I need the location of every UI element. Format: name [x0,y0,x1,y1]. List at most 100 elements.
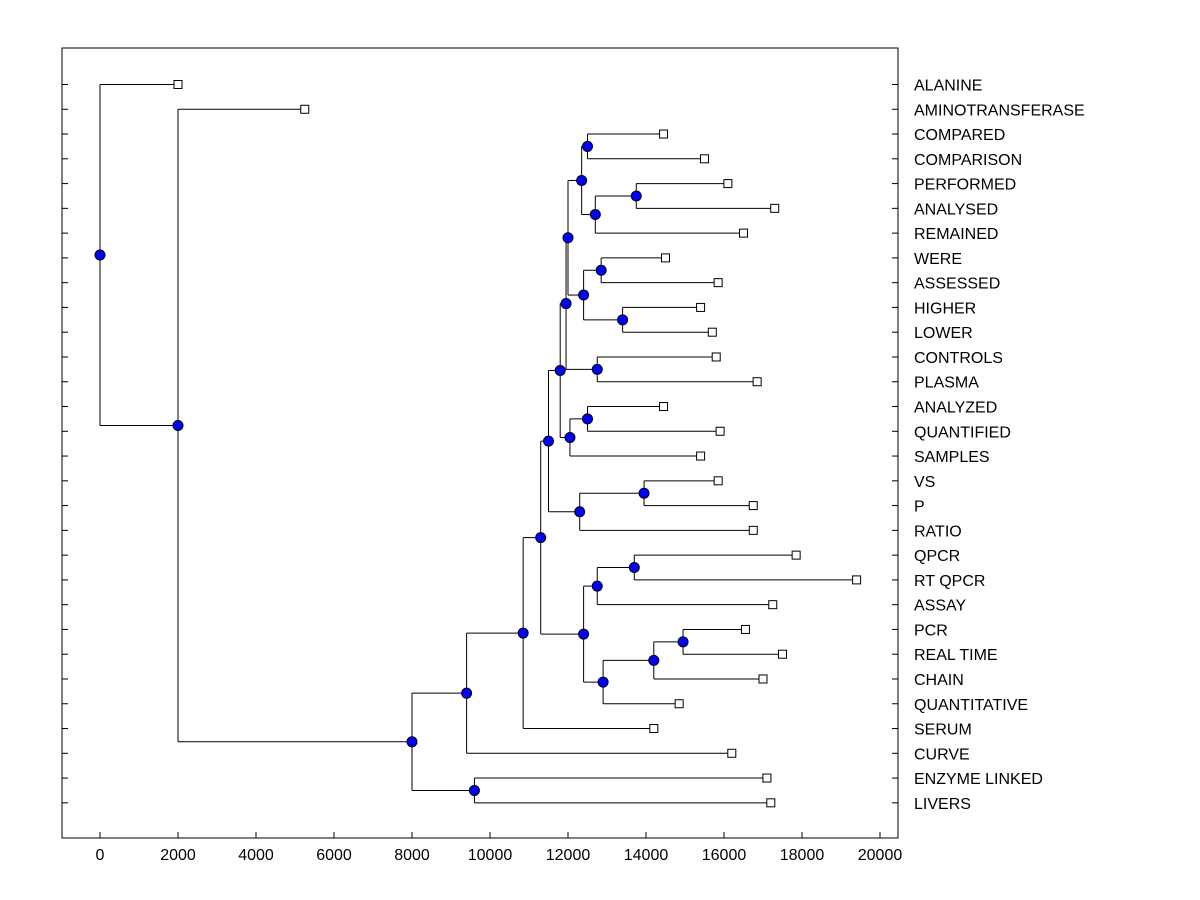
leaf-marker [659,402,669,412]
leaf-marker [707,327,717,337]
leaf-label: QPCR [914,548,960,565]
merge-node [468,784,480,796]
merge-node [461,687,473,699]
merge-node [535,532,547,544]
merge-node [648,654,660,666]
leaf-marker [739,228,748,238]
leaf-label: ANALYSED [914,201,998,218]
leaf-label: RATIO [914,523,962,540]
leaf-label: ASSESSED [914,276,1000,293]
merge-node [564,431,576,443]
leaf-marker [748,525,758,535]
leaf-label: SERUM [914,722,972,739]
x-tick-label: 12000 [546,847,591,864]
leaf-label: WERE [914,251,962,268]
merge-node [576,174,588,186]
leaf-label: COMPARED [914,127,1005,144]
merge-nodes [94,140,689,796]
merge-node [597,676,609,688]
merge-node [517,627,529,639]
leaf-marker [778,649,787,659]
merge-node [172,420,184,432]
merge-node [562,232,574,244]
merge-node [638,487,650,499]
merge-node [677,636,689,648]
leaf-label: VS [914,474,935,491]
leaf-labels: ALANINE AMINOTRANSFERASE COMPARED COMPARISO… [914,78,1085,813]
leaf-marker [713,278,723,288]
x-axis: 0 2000 4000 6000 8000 10000 12000 14000 16000 180… [96,832,903,864]
merge-node [582,413,593,425]
right-leaf-ticks [892,84,898,804]
x-tick-label: 4000 [238,847,274,864]
leaf-marker [300,104,310,114]
merge-node [617,314,629,326]
merge-node [578,289,590,301]
x-tick-label: 14000 [624,847,669,864]
leaf-label: ALANINE [914,78,982,95]
merge-node [554,365,566,377]
merge-node [578,628,590,640]
leaf-marker [674,699,684,709]
leaf-marker [770,203,780,213]
leaf-marker [762,773,772,783]
merge-node [630,190,642,202]
leaf-label: REMAINED [914,226,998,243]
leaf-marker [752,377,762,387]
leaf-marker [852,575,862,585]
leaf-label: CONTROLS [914,350,1003,367]
leaf-marker [661,253,670,263]
leaf-label: REAL TIME [914,647,998,664]
merge-node [560,298,572,310]
x-tick-label: 2000 [160,847,196,864]
leaf-label: HIGHER [914,300,976,317]
leaf-marker [740,624,750,634]
merge-node [574,506,586,518]
leaf-label: QUANTITATIVE [914,697,1028,714]
leaf-marker [723,179,733,189]
leaf-marker [696,451,706,461]
leaf-label: QUANTIFIED [914,424,1011,441]
merge-node [589,209,601,221]
leaf-markers [173,80,862,808]
leaf-label: LOWER [914,325,973,342]
x-tick-label: 20000 [858,847,903,864]
merge-node [94,249,106,261]
x-tick-label: 18000 [780,847,825,864]
leaf-label: PLASMA [914,375,979,392]
x-tick-label: 6000 [316,847,352,864]
leaf-label: CHAIN [914,672,964,689]
leaf-label: COMPARISON [914,152,1022,169]
plot-frame [61,47,899,839]
leaf-marker [711,352,721,362]
leaf-label: PERFORMED [914,177,1016,194]
leaf-marker [768,600,778,610]
merge-node [628,562,640,574]
leaf-label: ASSAY [914,598,967,615]
merge-node [543,435,554,447]
x-tick-label: 8000 [394,847,430,864]
leaf-marker [766,798,776,808]
x-tick-label: 0 [96,847,105,864]
leaf-marker [696,302,706,312]
merge-node [595,264,607,276]
merge-node [406,736,418,748]
leaf-marker [748,501,758,511]
leaf-label: LIVERS [914,796,971,813]
leaf-marker [173,80,183,89]
leaf-label: RT QPCR [914,573,985,590]
leaf-label: ANALYZED [914,400,997,417]
leaf-marker [715,426,725,436]
leaf-label: P [914,499,925,516]
leaf-marker [791,550,801,560]
leaf-marker [727,748,737,758]
leaf-marker [758,674,768,684]
leaf-label: CURVE [914,746,970,763]
leaf-label: SAMPLES [914,449,990,466]
merge-node [591,580,603,592]
leaf-label: PCR [914,622,948,639]
x-tick-label: 10000 [468,847,513,864]
merge-node [582,140,593,152]
x-tick-label: 16000 [702,847,747,864]
